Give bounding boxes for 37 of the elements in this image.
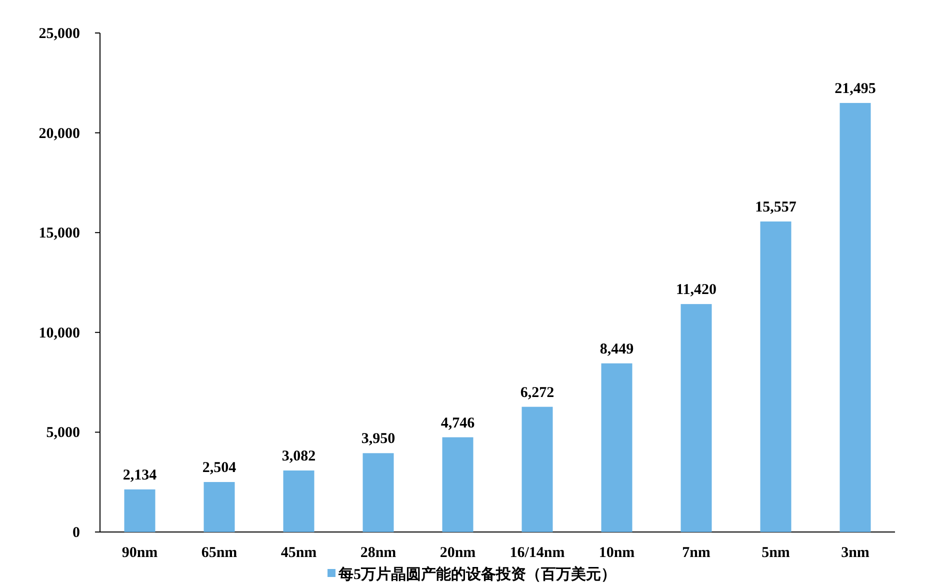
x-tick-label: 20nm <box>440 545 476 561</box>
x-tick-label: 65nm <box>201 545 238 561</box>
data-label: 15,557 <box>755 199 797 216</box>
x-tick-label: 5nm <box>762 545 790 561</box>
bar <box>680 304 712 532</box>
legend-label: 每5万片晶圆产能的设备投资（百万美元） <box>338 565 616 583</box>
bar <box>601 363 632 532</box>
bar <box>840 102 871 532</box>
x-tick-label: 16/14nm <box>510 545 566 561</box>
x-tick-label: 7nm <box>682 545 711 561</box>
x-tick-label: 90nm <box>122 545 158 561</box>
data-label: 3,950 <box>361 431 396 448</box>
y-tick-label: 15,000 <box>38 226 80 242</box>
y-tick-label: 0 <box>72 525 80 541</box>
bar <box>362 453 394 532</box>
x-tick-label: 10nm <box>598 545 636 561</box>
data-label: 2,134 <box>122 467 158 484</box>
data-label: 2,504 <box>202 460 237 476</box>
data-label: 21,495 <box>834 80 876 97</box>
bar <box>124 489 156 532</box>
x-tick-label: 45nm <box>280 545 318 561</box>
bar <box>760 221 792 532</box>
y-tick-label: 20,000 <box>38 126 80 142</box>
y-tick-label: 5,000 <box>46 425 80 442</box>
data-label: 8,449 <box>600 341 634 358</box>
x-tick-label: 28nm <box>360 545 397 561</box>
data-label: 4,746 <box>440 415 476 432</box>
bar <box>283 470 314 532</box>
x-tick-label: 3nm <box>841 545 870 561</box>
y-tick-label: 25,000 <box>38 26 80 42</box>
bar <box>442 437 474 532</box>
bar <box>204 482 235 532</box>
y-tick-label: 10,000 <box>38 325 80 342</box>
bar <box>522 406 553 532</box>
data-label: 6,272 <box>520 384 554 401</box>
data-label: 11,420 <box>676 282 716 298</box>
data-label: 3,082 <box>282 448 316 464</box>
